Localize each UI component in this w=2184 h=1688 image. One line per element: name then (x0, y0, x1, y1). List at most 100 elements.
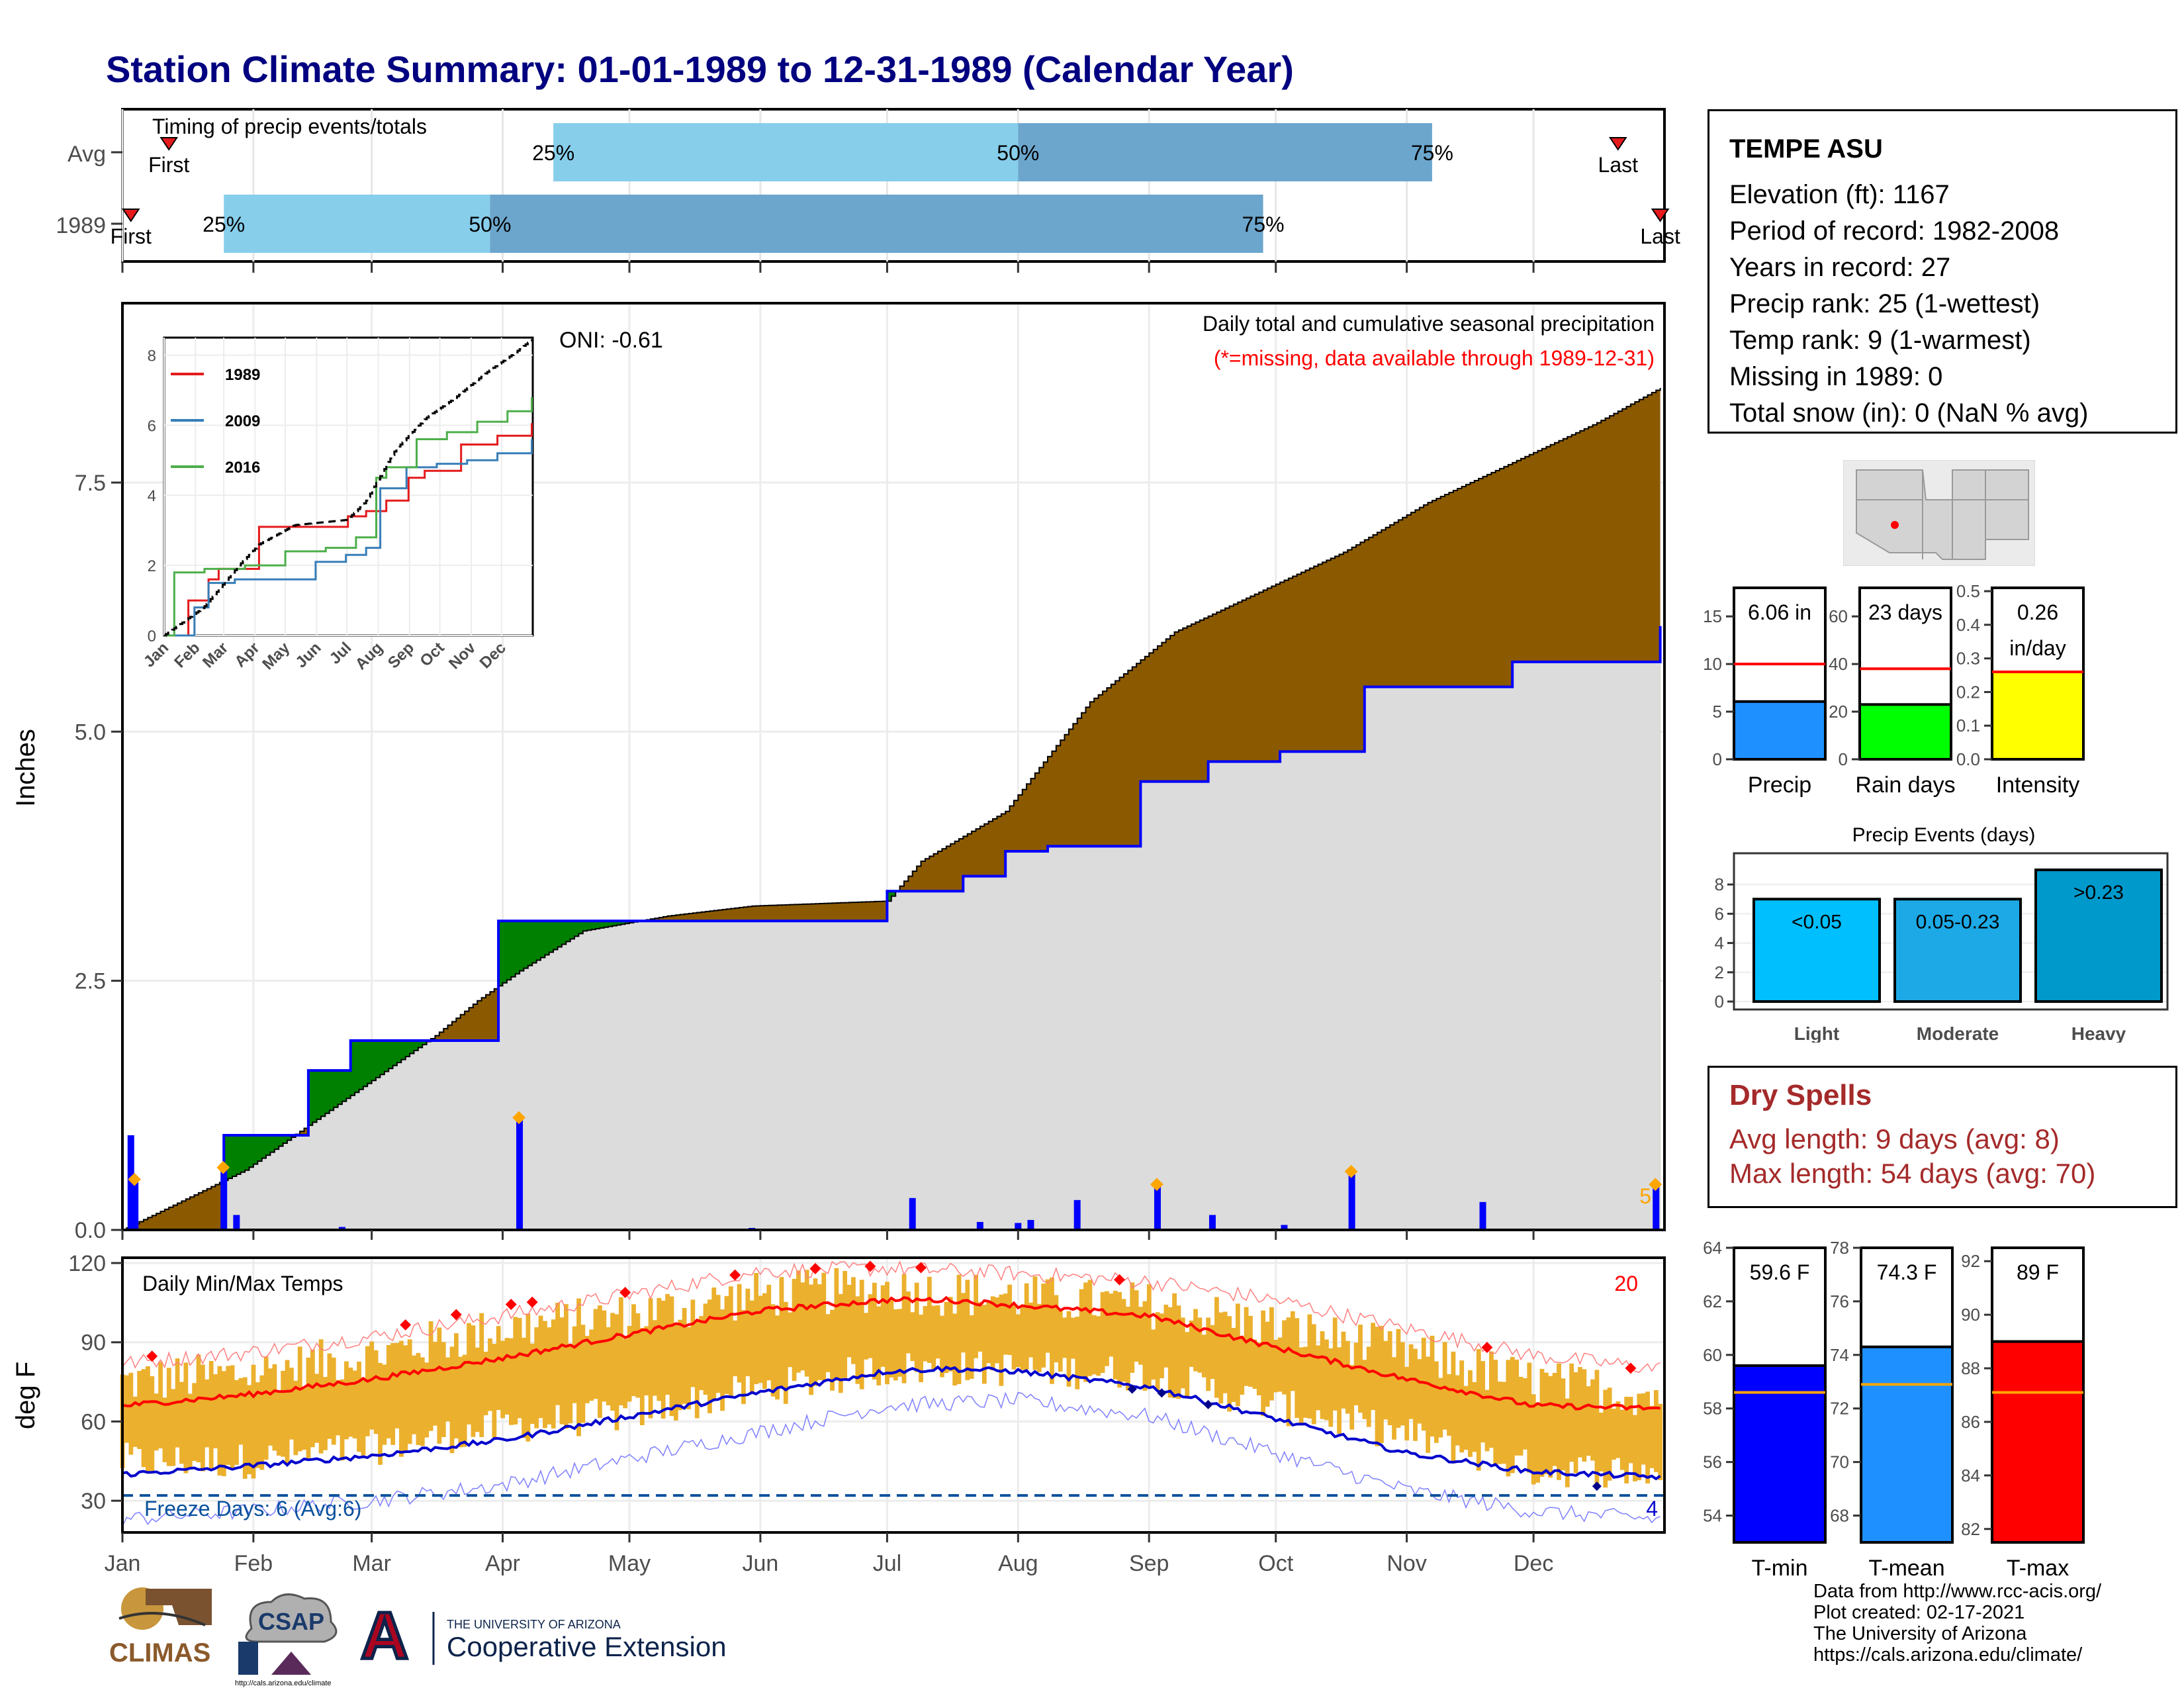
month-label: Jan (105, 1551, 141, 1576)
daily-temp-bar (1231, 1328, 1236, 1402)
daily-precip-bar (1208, 1215, 1216, 1230)
daily-precip-bar (1281, 1225, 1288, 1230)
daily-temp-bar (1248, 1315, 1253, 1387)
inset-y-tick: 0 (148, 628, 156, 645)
temp-gauge-tick-label: 90 (1961, 1305, 1980, 1325)
timing-chart: Avg 25% 50% 75% First Last 1989 25% 50% 75% First L… (56, 108, 1680, 273)
daily-temp-bar (323, 1377, 328, 1450)
daily-precip-bar (1653, 1185, 1660, 1230)
daily-temp-bar (1016, 1314, 1021, 1368)
daily-temp-bar (775, 1315, 780, 1400)
daily-temp-bar (1087, 1280, 1093, 1376)
event-range-label: >0.23 (2073, 882, 2124, 904)
temp-gauge-tick-label: 86 (1961, 1412, 1980, 1432)
daily-temp-bar (804, 1270, 809, 1377)
daily-temp-bar (281, 1370, 286, 1457)
ua-logo: A THE UNIVERSITY OF ARIZONA Cooperative … (359, 1602, 727, 1675)
record-max-line (122, 1260, 1661, 1374)
cold-count: 4 (1646, 1497, 1658, 1521)
daily-temp-bar (238, 1378, 244, 1445)
gauge-tick-label: 0.1 (1956, 716, 1980, 735)
temp-gauge-tick-label: 74 (1830, 1345, 1849, 1365)
daily-temp-bar (412, 1355, 416, 1434)
daily-temp-bar (885, 1282, 889, 1385)
daily-temp-bar (1586, 1386, 1591, 1456)
daily-temp-bar (825, 1314, 831, 1372)
daily-temp-bar (504, 1338, 510, 1415)
daily-temp-bar (1463, 1385, 1469, 1450)
daily-temp-bar (310, 1349, 315, 1448)
daily-temp-bar (580, 1325, 586, 1423)
daily-temp-bar (1320, 1331, 1325, 1419)
daily-temp-bar (529, 1343, 535, 1425)
daily-temp-bar (352, 1370, 357, 1438)
daily-temp-bar (1433, 1361, 1439, 1443)
daily-temp-bar (242, 1377, 248, 1479)
daily-temp-bar (403, 1345, 408, 1454)
daily-temp-bar (217, 1366, 222, 1476)
daily-temp-bar (196, 1354, 201, 1463)
daily-temp-bar (500, 1340, 506, 1419)
daily-temp-bar (1079, 1289, 1084, 1379)
timing-bar-q1 (224, 195, 490, 253)
daily-temp-bar (420, 1357, 425, 1446)
daily-temp-bar (1307, 1314, 1312, 1419)
daily-precip-bar (220, 1168, 228, 1230)
station-name: TEMPE ASU (1729, 134, 1883, 164)
gauge-tick-label: 60 (1829, 606, 1848, 626)
daily-temp-bar (1383, 1340, 1388, 1420)
daily-temp-bar (598, 1305, 602, 1418)
daily-temp-bar (1421, 1337, 1426, 1431)
daily-temp-bar (872, 1282, 877, 1380)
daily-temp-bar (340, 1379, 345, 1461)
daily-temp-bar (737, 1284, 742, 1383)
daily-precip-bar (976, 1221, 983, 1230)
daily-temp-bar (800, 1282, 805, 1371)
daily-temp-bar (665, 1293, 670, 1395)
large-event-marker (512, 1111, 525, 1125)
daily-temp-bar (179, 1382, 184, 1464)
temp-gauge-tick-label: 70 (1830, 1452, 1849, 1472)
daily-temp-bar (1185, 1332, 1190, 1397)
daily-temp-bar (1075, 1317, 1080, 1389)
daily-temp-bar (745, 1288, 751, 1377)
daily-temp-bar (1091, 1315, 1097, 1375)
timing-pct-label: 25% (203, 212, 245, 236)
daily-temp-bar (1252, 1339, 1257, 1389)
credit-line: Plot created: 02-17-2021 (1813, 1602, 2025, 1623)
daily-temp-bar (1146, 1284, 1152, 1387)
inset-avg-line (164, 339, 533, 637)
temp-gauge-tick-label: 58 (1703, 1399, 1722, 1419)
daily-temp-bar (707, 1299, 712, 1413)
large-event-marker (1150, 1178, 1163, 1192)
daily-temp-bar (927, 1276, 932, 1363)
daily-temp-bar (606, 1327, 611, 1405)
daily-temp-bar (783, 1301, 788, 1404)
daily-temp-bar (1612, 1409, 1616, 1460)
daily-temp-bar (1341, 1331, 1346, 1409)
gauge-tick-label: 20 (1829, 702, 1848, 722)
gauge-tick-label: 0.3 (1956, 649, 1980, 669)
daily-temp-bar (488, 1338, 492, 1411)
daily-temp-bar (1438, 1378, 1443, 1438)
daily-temp-bar (864, 1313, 869, 1360)
daily-temp-bar (1214, 1297, 1219, 1398)
daily-temp-bar (424, 1362, 430, 1438)
daily-temp-bar (1569, 1363, 1574, 1462)
event-bar (1752, 898, 1881, 1004)
daily-temp-bar (255, 1382, 260, 1468)
station-line: Total snow (in): 0 (NaN % avg) (1729, 399, 2089, 428)
temp-gauge-tick-label: 84 (1961, 1466, 1980, 1485)
daily-temp-bar (1028, 1302, 1033, 1358)
daily-temp-bar (1240, 1336, 1245, 1395)
daily-temp-bar (336, 1380, 341, 1436)
daily-temp-bar (1066, 1311, 1071, 1387)
daily-temp-bar (1054, 1295, 1059, 1363)
temp-gauge-tick-label: 78 (1830, 1238, 1849, 1258)
daily-temp-bar (969, 1315, 974, 1379)
daily-temp-bar (146, 1366, 150, 1473)
y-axis-label: Inches (11, 729, 40, 807)
count-label: 5 (1639, 1184, 1651, 1208)
daily-temp-bar (563, 1304, 569, 1429)
daily-temp-bar (720, 1309, 725, 1411)
